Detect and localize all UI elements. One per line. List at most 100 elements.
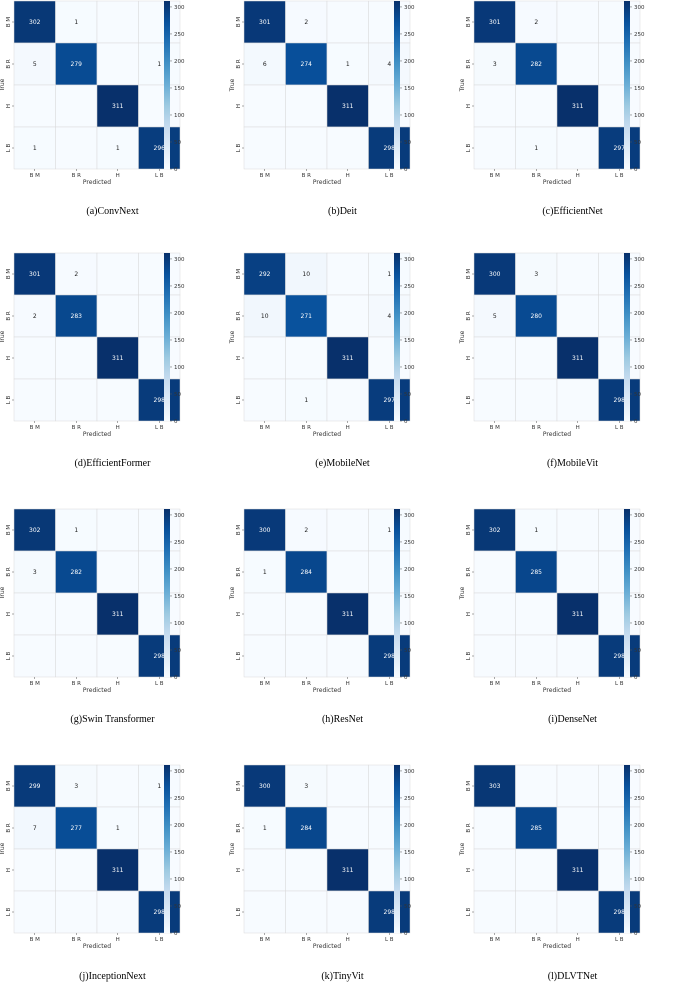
y-tick-label: H [6,356,12,360]
heatmap-cell [96,634,139,678]
heatmap-cell [13,508,56,552]
heatmap-tinyvit: 300 3 1 284 311 298 B M B R H L B B M B R H L B Predic… [229,764,415,950]
colorbar-tick-label: 300 [634,5,645,11]
colorbar-tick-label: 200 [404,823,415,829]
heatmap-cell [96,890,139,934]
heatmap-cell [515,764,558,808]
heatmap-cell [473,848,516,892]
colorbar-tick-label: 150 [404,850,415,856]
heatmap-cell [13,764,56,808]
heatmap-cell [96,42,139,86]
heatmap-cell [13,84,56,128]
heatmap-cell [13,294,56,338]
y-tick-label: B M [466,525,472,536]
cell-value-label: 279 [71,61,83,68]
heatmap-cell [55,294,98,338]
colorbar-tick-label: 100 [404,113,415,119]
cell-value-label: 311 [112,355,124,362]
heatmap-cell [556,42,599,86]
panel-tinyvit: 300 3 1 284 311 298 B M B R H L B B M B R H L B Predic… [229,764,455,1004]
y-tick-label: H [236,104,242,108]
heatmap-cell [243,126,286,170]
x-tick-label: L B [615,681,624,687]
heatmap-cell [515,336,558,380]
heatmap-cell [515,592,558,636]
y-tick-label: L B [236,907,242,916]
x-tick-label: L B [385,937,394,943]
y-tick-label: B R [236,59,242,69]
caption-dlvtnet: (l)DLVTNet [547,971,598,982]
heatmap-cell [515,378,558,422]
y-tick-label: H [6,868,12,872]
heatmap-cell [326,42,369,86]
cell-value-label: 274 [301,61,313,68]
colorbar-tick-label: 100 [404,621,415,627]
colorbar-tick-label: 250 [634,284,645,290]
x-tick-label: L B [385,425,394,431]
caption-tinyvit: (k)TinyVit [321,971,364,982]
cell-value-label: 311 [572,103,584,110]
heatmap-cell [326,592,369,636]
x-axis-title: Predicted [313,687,341,694]
heatmap-cell [55,890,98,934]
y-tick-label: H [6,612,12,616]
heatmap-cell [556,0,599,44]
colorbar-tick-label: 100 [404,877,415,883]
caption-mobilenet: (e)MobileNet [315,458,370,469]
x-tick-label: B R [302,173,312,179]
heatmap-cell [243,378,286,422]
heatmap-efficientformer: 301 2 2 283 311 298 B M B R H L B B M B R H L B Predic… [0,252,185,438]
colorbar-tick-label: 100 [634,113,645,119]
heatmap-cell [326,634,369,678]
cell-value-label: 1 [534,527,538,534]
colorbar-tick-label: 0 [404,419,408,425]
colorbar-tick-label: 300 [634,769,645,775]
colorbar-tick-label: 0 [634,931,638,937]
x-axis-title: Predicted [313,431,341,438]
caption-resnet: (h)ResNet [321,714,364,725]
heatmap-cell [285,0,328,44]
colorbar-tick-label: 50 [174,648,181,654]
heatmap-inceptionnext: 299 3 1 7 277 1 311 298 B M B R H L B B M B R H L B Pred… [0,764,185,950]
x-tick-label: B M [260,681,271,687]
colorbar-tick-label: 200 [174,311,185,317]
x-axis-title: Predicted [83,179,111,186]
colorbar-tick-label: 50 [404,392,411,398]
y-tick-label: H [6,104,12,108]
y-tick-label: B R [236,823,242,833]
cell-value-label: 1 [74,527,78,534]
x-tick-label: H [576,425,580,431]
heatmap-cell [368,634,411,678]
colorbar-tick-label: 100 [634,365,645,371]
colorbar-tick-label: 150 [174,850,185,856]
heatmap-cell [96,806,139,850]
heatmap-cell [368,42,411,86]
caption-swin-transformer: (g)Swin Transformer [70,714,155,725]
heatmap-cell [285,42,328,86]
x-axis-title: Predicted [83,943,111,950]
heatmap-cell [13,806,56,850]
heatmap-cell [556,378,599,422]
x-axis-title: Predicted [83,687,111,694]
heatmap-cell [13,42,56,86]
x-tick-label: B M [30,425,41,431]
x-axis-title: Predicted [313,179,341,186]
x-tick-label: H [576,937,580,943]
y-tick-label: B M [6,269,12,280]
y-tick-label: L B [236,395,242,404]
heatmap-cell [285,84,328,128]
caption-efficientformer: (d)EfficientFormer [74,458,151,469]
heatmap-cell [138,508,181,552]
heatmap-cell [326,508,369,552]
heatmap-cell [138,764,181,808]
heatmap-cell [473,252,516,296]
colorbar-tick-label: 0 [404,675,408,681]
caption-convnext: (a)ConvNext [86,206,139,217]
heatmap-cell [13,336,56,380]
heatmap-cell [138,126,181,170]
x-tick-label: B M [260,173,271,179]
heatmap-cell [556,508,599,552]
y-tick-label: L B [236,143,242,152]
heatmap-cell [515,550,558,594]
heatmap-cell [556,764,599,808]
